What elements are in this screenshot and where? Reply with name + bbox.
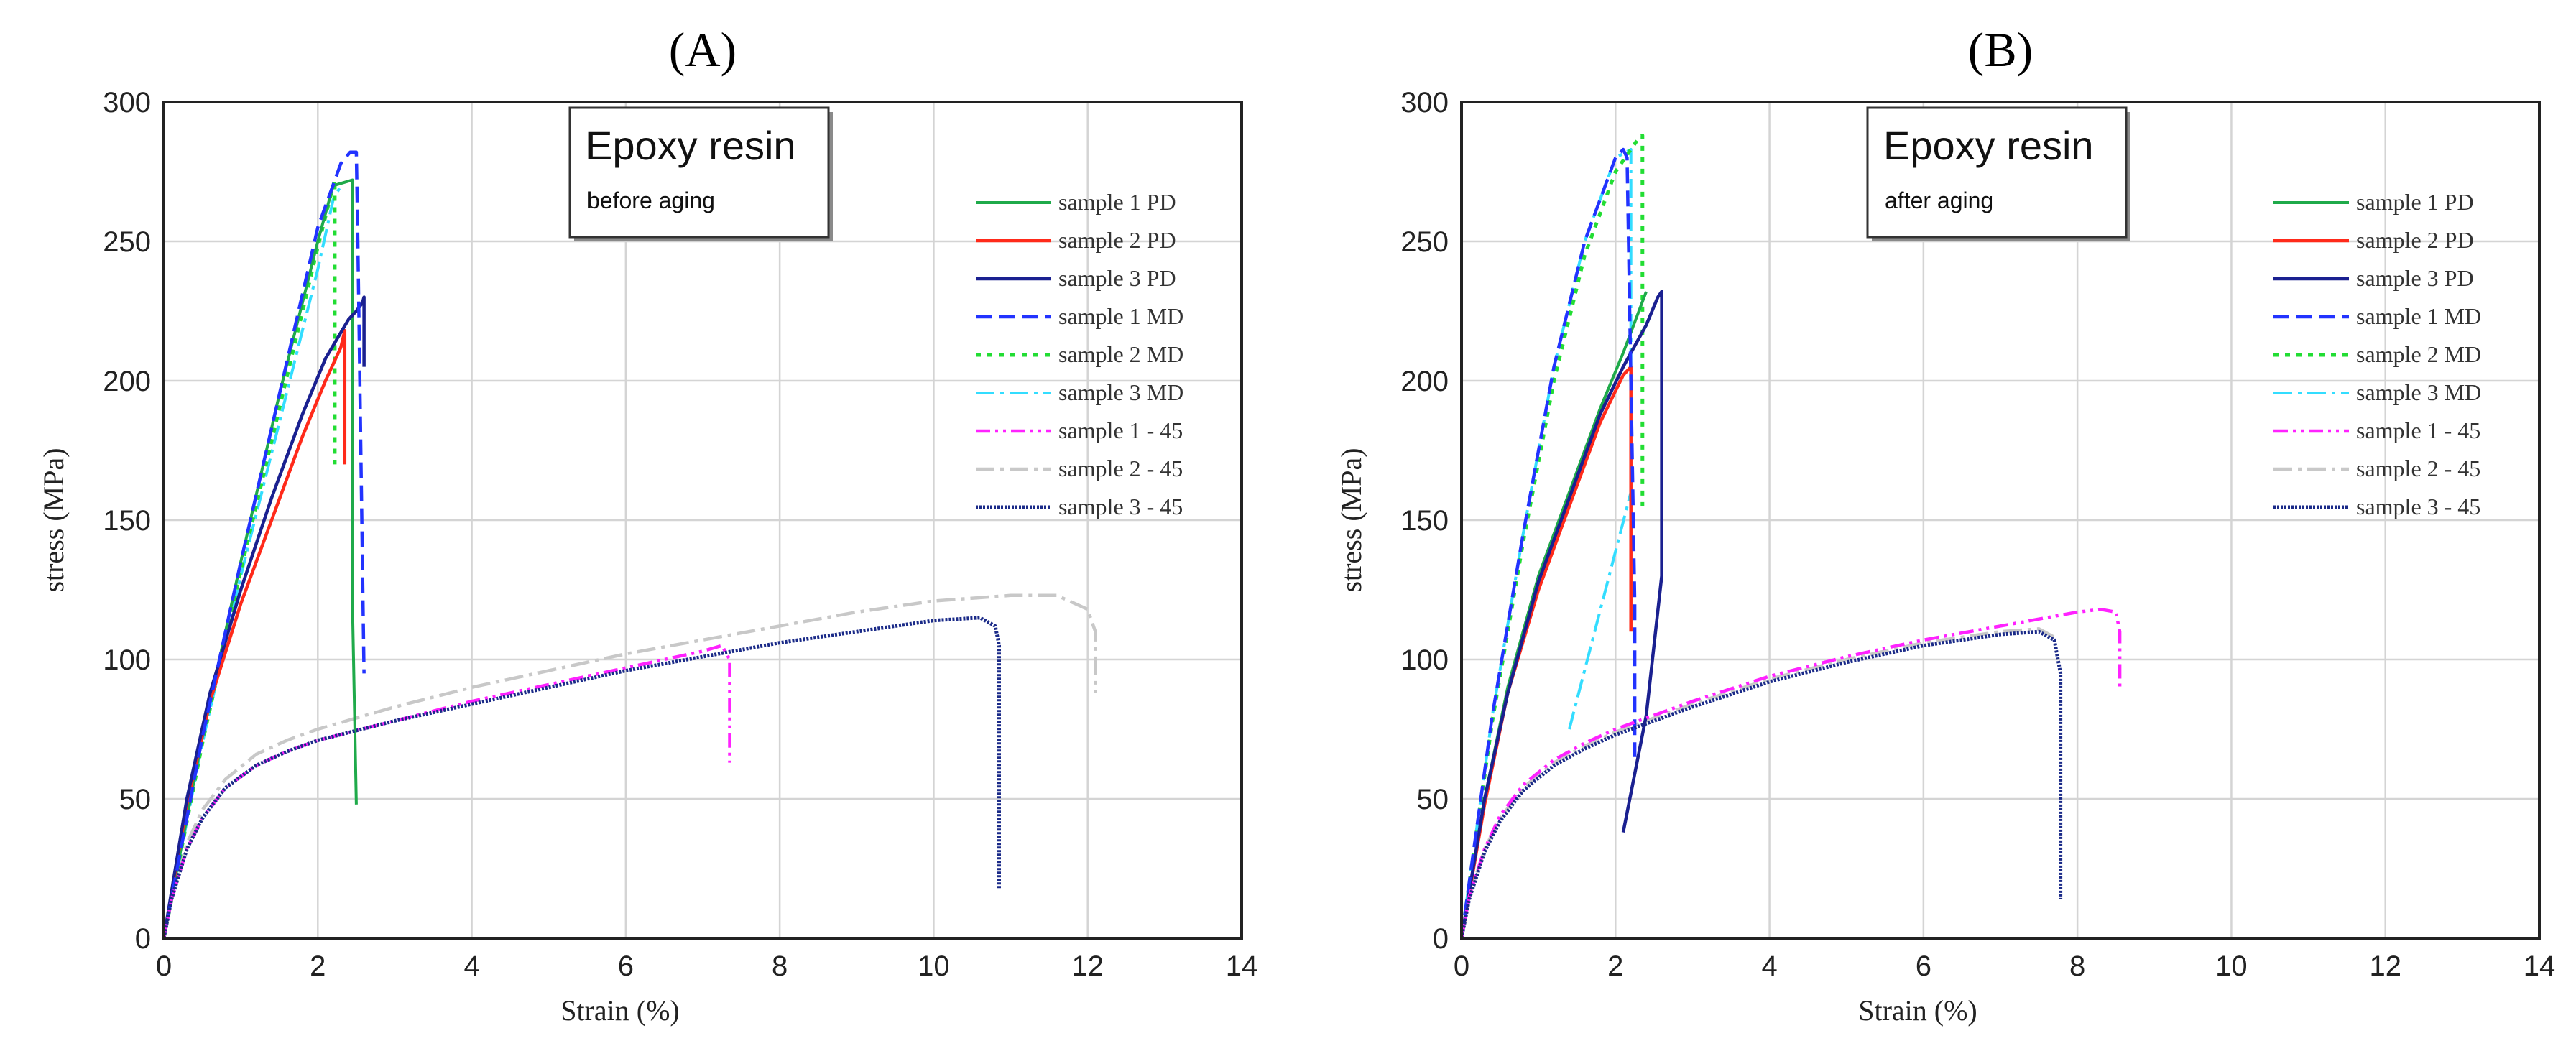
y-tick-label: 150 xyxy=(1400,505,1449,537)
x-tick-label: 8 xyxy=(772,950,788,982)
y-tick-label: 300 xyxy=(1400,87,1449,119)
series-line-sample-1-md xyxy=(1462,147,1637,938)
legend-label: sample 2 - 45 xyxy=(2356,455,2480,481)
x-tick-label: 14 xyxy=(1226,950,1258,982)
chart-title: Epoxy resin xyxy=(586,123,796,168)
series-group xyxy=(164,150,1097,938)
series-line-sample-1-md xyxy=(164,150,366,938)
series-group xyxy=(1462,134,2122,938)
legend-label: sample 2 PD xyxy=(1058,227,1176,253)
y-tick-label: 150 xyxy=(103,505,151,537)
legend-label: sample 1 - 45 xyxy=(1058,417,1183,443)
y-tick-label: 50 xyxy=(119,784,152,815)
y-tick-label: 250 xyxy=(1400,226,1449,258)
y-tick-label: 0 xyxy=(1433,923,1449,955)
panel-label: (A) xyxy=(669,22,737,77)
x-tick-label: 0 xyxy=(1454,950,1469,982)
x-tick-label: 0 xyxy=(156,950,172,982)
y-tick-label: 250 xyxy=(103,226,151,258)
x-tick-label: 4 xyxy=(1761,950,1777,982)
x-tick-label: 2 xyxy=(1607,950,1623,982)
series-line-sample-2-md xyxy=(164,178,337,938)
x-axis-label: Strain (%) xyxy=(1858,994,1977,1027)
y-tick-label: 300 xyxy=(103,87,151,119)
legend-label: sample 3 - 45 xyxy=(1058,494,1183,519)
chart-subtitle: after aging xyxy=(1885,188,1993,213)
x-tick-label: 6 xyxy=(1916,950,1931,982)
y-tick-label: 200 xyxy=(1400,366,1449,397)
title-box xyxy=(568,106,830,239)
legend-label: sample 2 MD xyxy=(1058,341,1183,367)
plot-frame xyxy=(162,101,1243,940)
x-tick-label: 8 xyxy=(2069,950,2085,982)
x-tick-label: 6 xyxy=(618,950,634,982)
series-line-sample-2-45 xyxy=(1462,627,2056,938)
y-tick-label: 100 xyxy=(1400,644,1449,676)
legend-label: sample 1 - 45 xyxy=(2356,417,2480,443)
legend-label: sample 3 PD xyxy=(2356,265,2474,291)
series-line-sample-3-45 xyxy=(164,616,1001,938)
legend-label: sample 2 MD xyxy=(2356,341,2481,367)
legend-label: sample 1 MD xyxy=(2356,303,2481,329)
legend-label: sample 2 PD xyxy=(2356,227,2474,253)
x-tick-label: 14 xyxy=(2524,950,2556,982)
y-tick-label: 200 xyxy=(103,366,151,397)
panel-label: (B) xyxy=(1968,22,2033,77)
series-line-sample-2-45 xyxy=(164,593,1097,938)
y-axis-label: stress (MPa) xyxy=(1335,448,1367,592)
y-tick-label: 50 xyxy=(1417,784,1449,815)
y-axis-label: stress (MPa) xyxy=(37,448,70,592)
legend-label: sample 1 PD xyxy=(2356,189,2474,215)
legend-label: sample 1 MD xyxy=(1058,303,1183,329)
title-box xyxy=(1866,106,2128,239)
legend-label: sample 3 PD xyxy=(1058,265,1176,291)
x-tick-label: 2 xyxy=(310,950,326,982)
x-tick-label: 12 xyxy=(1071,950,1104,982)
legend-label: sample 3 MD xyxy=(1058,379,1183,405)
legend-label: sample 3 MD xyxy=(2356,379,2481,405)
x-tick-label: 10 xyxy=(2215,950,2248,982)
x-tick-label: 10 xyxy=(918,950,950,982)
y-tick-label: 0 xyxy=(135,923,151,955)
legend-label: sample 1 PD xyxy=(1058,189,1176,215)
series-line-sample-2-md xyxy=(1462,134,1645,938)
series-line-sample-3-45 xyxy=(1462,629,2063,938)
x-axis-label: Strain (%) xyxy=(560,994,680,1027)
legend-label: sample 2 - 45 xyxy=(1058,455,1183,481)
chart-subtitle: before aging xyxy=(587,188,715,213)
legend-label: sample 3 - 45 xyxy=(2356,494,2480,519)
series-line-sample-3-pd xyxy=(164,295,366,938)
x-tick-label: 12 xyxy=(2369,950,2401,982)
series-line-sample-3-pd xyxy=(1462,290,1663,938)
plot-frame xyxy=(1460,101,2541,940)
chart-panel-a: (A) 0 2 4 6 8 10 12 14 0 50 100 150 200 250 300 Strain (… xyxy=(37,22,1257,1027)
chart-panel-b: (B) 0 2 4 6 8 10 12 14 0 50 100 150 200 250 300 Strain (… xyxy=(1335,22,2555,1027)
series-line-sample-1-45 xyxy=(1462,607,2122,938)
chart-title: Epoxy resin xyxy=(1883,123,2094,168)
x-tick-label: 4 xyxy=(463,950,479,982)
y-tick-label: 100 xyxy=(103,644,151,676)
